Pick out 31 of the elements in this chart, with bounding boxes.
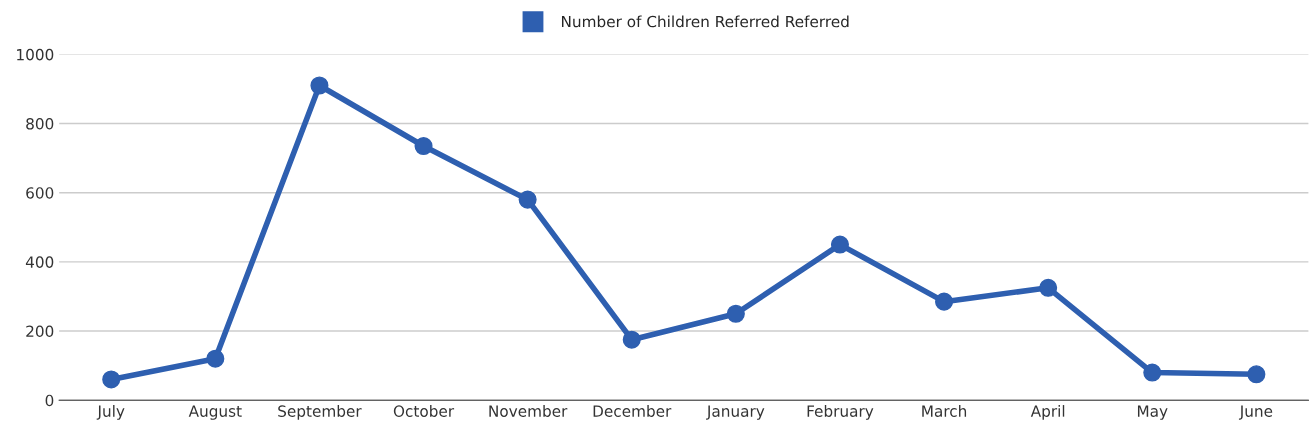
x-tick-label: January — [706, 405, 765, 420]
x-tick-label: December — [593, 405, 672, 417]
x-tick-label: June — [1238, 405, 1273, 420]
point — [1143, 363, 1162, 382]
point — [830, 235, 849, 254]
point — [518, 190, 537, 209]
y-tick-label: 600 — [26, 187, 54, 199]
x-tick-label: July — [96, 405, 125, 420]
point — [206, 349, 225, 368]
point — [102, 370, 121, 389]
x-tick-label: May — [1137, 405, 1168, 420]
y-tick-label: 1000 — [17, 48, 54, 61]
point — [310, 76, 329, 95]
legend-label: Number of Children Referred Referred — [561, 15, 849, 28]
point — [414, 136, 433, 156]
x-tick-label: September — [278, 405, 362, 420]
y-tick-label: 400 — [25, 256, 54, 268]
point — [935, 292, 954, 311]
x-tick-label: October — [393, 405, 455, 417]
y-tick-label: 0 — [45, 394, 54, 407]
x-tick-label: March — [922, 405, 967, 417]
point — [726, 304, 745, 323]
x-tick-label: February — [807, 405, 874, 420]
point — [1247, 365, 1266, 384]
x-tick-label: November — [489, 405, 568, 417]
point — [1039, 278, 1058, 297]
point — [622, 330, 641, 349]
x-tick-label: August — [188, 405, 242, 420]
y-tick-label: 200 — [26, 325, 54, 338]
x-tick-label: April — [1030, 405, 1065, 420]
y-tick-label: 800 — [26, 118, 54, 130]
